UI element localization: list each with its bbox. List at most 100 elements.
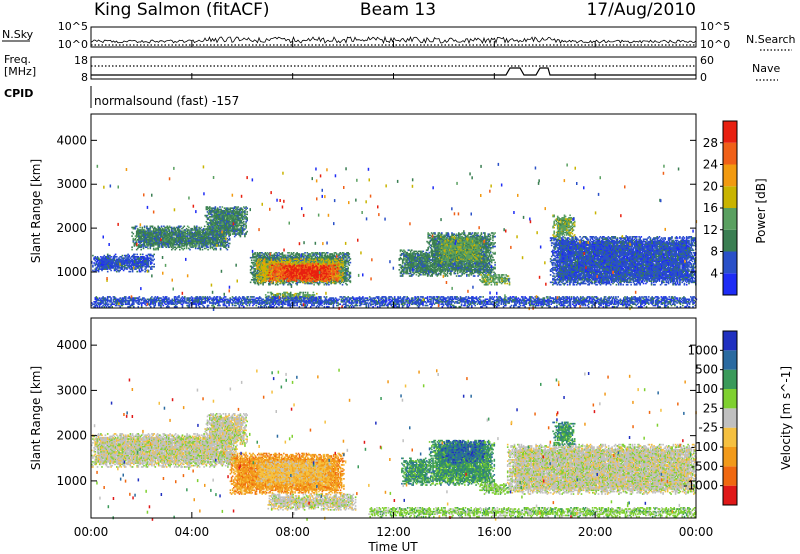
echo-cell bbox=[233, 212, 236, 214]
echo-cell bbox=[220, 213, 222, 216]
echo-cell bbox=[263, 258, 266, 261]
echo-cell bbox=[184, 235, 187, 237]
echo-cell bbox=[139, 230, 141, 233]
echo-cell bbox=[230, 212, 233, 214]
echo-cell bbox=[127, 260, 129, 263]
echo-cell bbox=[213, 243, 215, 246]
echo-cell bbox=[197, 231, 199, 234]
echo-cell bbox=[148, 236, 150, 239]
cpid-label: CPID bbox=[4, 87, 33, 100]
echo-cell bbox=[236, 227, 238, 229]
echo-cell bbox=[141, 226, 144, 229]
echo-cell bbox=[149, 245, 152, 247]
echo-cell bbox=[183, 242, 186, 245]
echo-cell bbox=[204, 232, 206, 234]
echo-cell bbox=[207, 243, 209, 246]
echo-cell bbox=[155, 229, 157, 231]
echo-cell bbox=[139, 264, 142, 267]
echo-cell bbox=[210, 233, 212, 235]
echo-cell bbox=[164, 241, 166, 244]
echo-cell bbox=[151, 241, 154, 244]
echo-cell bbox=[235, 224, 237, 227]
echo-cell bbox=[184, 230, 187, 233]
echo-cell bbox=[109, 254, 111, 257]
echo-cell bbox=[229, 213, 231, 216]
echo-cell bbox=[184, 239, 187, 241]
echo-cell bbox=[116, 259, 118, 262]
echo-cell bbox=[211, 209, 213, 212]
echo-cell bbox=[227, 246, 230, 249]
echo-cell bbox=[94, 259, 96, 262]
echo-cell bbox=[149, 225, 152, 228]
echo-cell bbox=[228, 242, 231, 245]
echo-cell bbox=[149, 242, 152, 245]
echo-cell bbox=[227, 214, 229, 217]
echo-cell bbox=[138, 259, 141, 262]
echo-cell bbox=[152, 239, 155, 241]
echo-cell bbox=[222, 232, 225, 234]
echo-cell bbox=[136, 262, 138, 264]
echo-cell bbox=[159, 234, 162, 236]
echo-cell bbox=[153, 253, 155, 256]
echo-cell bbox=[147, 264, 150, 267]
echo-cell bbox=[147, 263, 150, 266]
echo-cell bbox=[191, 242, 194, 245]
echo-cell bbox=[223, 236, 225, 239]
echo-cell bbox=[111, 258, 113, 261]
echo-cell bbox=[123, 262, 126, 264]
echo-cell bbox=[226, 243, 229, 246]
echo-cell bbox=[206, 233, 209, 235]
echo-cell bbox=[104, 268, 107, 270]
echo-cell bbox=[154, 237, 156, 240]
echo-cell bbox=[231, 212, 234, 214]
echo-cell bbox=[181, 230, 183, 233]
echo-cell bbox=[137, 229, 139, 231]
echo-cell bbox=[116, 265, 118, 268]
echo-cell bbox=[288, 252, 290, 254]
echo-cell bbox=[128, 263, 130, 266]
echo-cell bbox=[226, 248, 229, 251]
echo-cell bbox=[168, 240, 171, 242]
echo-cell bbox=[202, 239, 205, 241]
echo-cell bbox=[205, 230, 207, 233]
echo-cell bbox=[215, 237, 217, 240]
echo-cell bbox=[191, 231, 194, 234]
echo-cell bbox=[188, 232, 190, 235]
echo-cell bbox=[143, 240, 146, 242]
echo-cell bbox=[215, 223, 218, 226]
echo-cell bbox=[176, 236, 179, 239]
echo-cell bbox=[92, 264, 94, 267]
echo-cell bbox=[123, 268, 126, 270]
echo-cell bbox=[112, 267, 115, 269]
echo-cell bbox=[213, 224, 216, 227]
echo-cell bbox=[209, 240, 212, 242]
echo-cell bbox=[141, 231, 144, 234]
echo-cell bbox=[201, 246, 204, 249]
echo-cell bbox=[215, 245, 217, 247]
echo-cell bbox=[260, 258, 263, 261]
echo-cell bbox=[300, 258, 302, 261]
echo-cell bbox=[116, 264, 118, 267]
echo-cell bbox=[168, 231, 171, 234]
echo-cell bbox=[113, 254, 116, 257]
echo-cell bbox=[221, 233, 224, 235]
echo-cell bbox=[227, 213, 229, 216]
echo-cell bbox=[236, 233, 238, 235]
echo-cell bbox=[102, 265, 104, 268]
echo-cell bbox=[144, 257, 146, 259]
echo-cell bbox=[208, 241, 211, 244]
echo-cell bbox=[146, 240, 148, 242]
echo-cell bbox=[239, 222, 242, 224]
echo-cell bbox=[213, 209, 216, 212]
echo-cell bbox=[214, 217, 217, 219]
echo-cell bbox=[210, 227, 212, 229]
echo-cell bbox=[184, 231, 187, 234]
echo-cell bbox=[152, 237, 155, 240]
echo-cell bbox=[152, 230, 155, 233]
echo-cell bbox=[205, 220, 208, 223]
echo-cell bbox=[140, 263, 143, 266]
echo-cell bbox=[199, 232, 201, 235]
echo-cell bbox=[210, 212, 212, 214]
echo-cell bbox=[233, 235, 236, 238]
echo-cell bbox=[218, 211, 220, 213]
